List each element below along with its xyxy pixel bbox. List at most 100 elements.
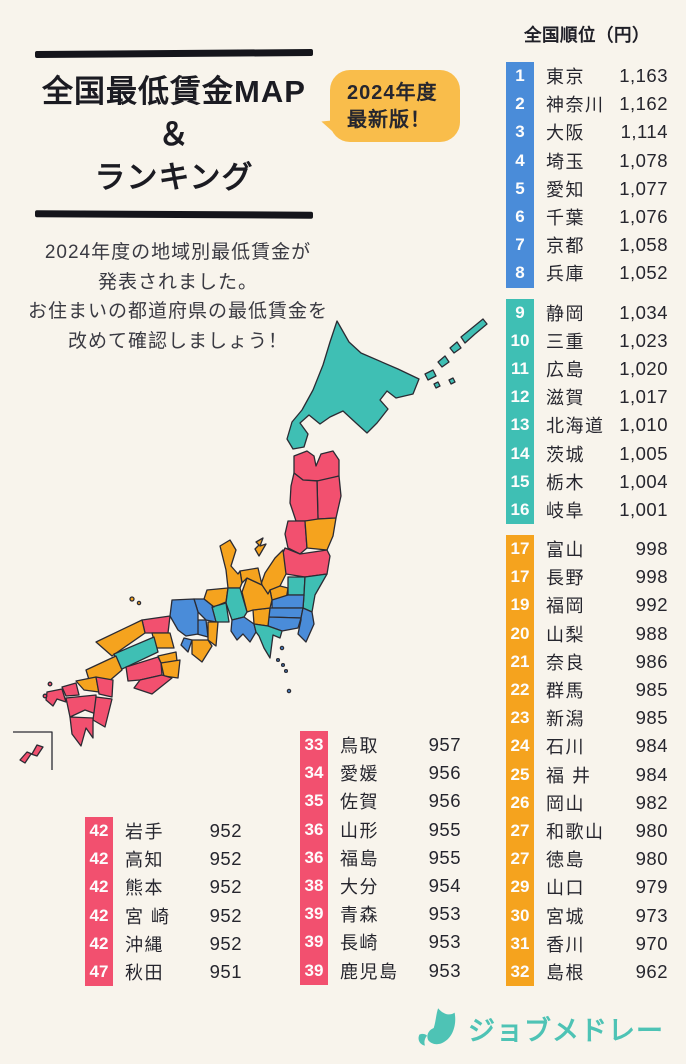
ranking-row: 23 新潟 985 [506,704,668,733]
rank-badge: 3 [506,118,534,147]
prefecture-name: 高知 [125,850,164,871]
prefecture-name: 長野 [546,568,585,589]
rank-badge: 12 [506,383,534,412]
rank-badge: 7 [506,231,534,260]
page-title: 全国最低賃金MAP ＆ ランキング [35,57,313,211]
ranking-row: 9 静岡 1,034 [506,298,668,327]
prefecture-name: 埼玉 [546,151,585,172]
pref-wakayama [191,639,213,663]
ranking-column-middle: 33 鳥取 957 34 愛媛 956 35 佐賀 956 36 山形 955 36 福島 955 38 大分 9… [300,731,461,996]
prefecture-name: 宮城 [546,906,585,927]
ranking-column-left: 42 岩手 952 42 高知 952 42 熊本 952 42 宮 崎 952 42 沖縄 952 47 秋田… [85,817,242,997]
wage-value: 1,005 [619,442,668,464]
prefecture-name: 三重 [546,331,585,352]
pref-ibaraki [302,573,328,613]
prefecture-name: 島根 [546,962,585,983]
rank-badge: 26 [506,788,534,817]
prefecture-name: 佐賀 [340,792,379,813]
ranking-row: 2 神奈川 1,162 [506,90,668,119]
pref-tochigi [287,576,306,596]
ranking-row: 4 埼玉 1,078 [506,146,668,175]
rank-badge: 19 [506,591,534,620]
rank-badge: 39 [300,956,328,985]
prefecture-name: 長崎 [340,933,379,954]
prefecture-name: 沖縄 [125,934,164,955]
pref-miyagi [304,517,337,551]
island-awaji [180,637,193,653]
rank-badge: 42 [85,873,113,902]
pref-kumamoto [65,694,97,718]
ranking-row: 27 徳島 980 [506,845,668,874]
wage-value: 1,162 [619,93,668,115]
wage-value: 952 [209,820,242,842]
wage-value: 1,010 [619,414,668,436]
ranking-row: 8 兵庫 1,052 [506,259,668,288]
jobmedley-logo: ジョブメドレー [415,1006,664,1050]
rank-badge: 38 [300,871,328,901]
prefecture-name: 山形 [340,820,379,841]
prefecture-name: 秋田 [125,963,164,984]
rank-badge: 35 [300,787,328,816]
island-kuril-1 [424,369,437,381]
ranking-column-right: 1 東京 1,163 2 神奈川 1,162 3 大阪 1,114 4 埼玉 1,078 5 愛知 1,07… [506,62,668,997]
wage-value: 1,077 [619,177,668,199]
title-bottom-rule [34,210,314,219]
rank-badge: 21 [506,647,534,676]
prefecture-name: 宮 崎 [125,906,171,927]
rank-badge: 42 [85,929,113,958]
prefecture-name: 石川 [546,737,585,758]
pref-ishikawa [219,539,243,589]
intro-line1: 2024年度の地域別最低賃金が [44,242,312,263]
ranking-group-pink-left: 42 岩手 952 42 高知 952 42 熊本 952 42 宮 崎 952 42 沖縄 952 47 秋田… [85,817,242,987]
intro-line4: 改めて確認しましょう！ [67,330,288,352]
pref-kyoto [193,598,217,623]
ranking-group-teal: 9 静岡 1,034 10 三重 1,023 11 広島 1,020 12 滋賀 1,017 13 北海道… [506,298,668,524]
ranking-row: 30 宮城 973 [506,901,668,930]
wage-value: 955 [428,846,461,868]
ranking-row: 33 鳥取 957 [300,731,461,760]
prefecture-name: 静岡 [546,303,585,324]
pref-hokkaido [286,320,420,450]
ranking-row: 13 北海道 1,010 [506,411,668,440]
prefecture-name: 山梨 [546,624,585,645]
prefecture-name: 滋賀 [546,388,585,409]
ranking-row: 20 山梨 988 [506,619,668,648]
island-izu-3 [280,662,286,668]
ranking-row: 6 千葉 1,076 [506,202,668,232]
ranking-row: 32 島根 962 [506,957,668,986]
wage-value: 1,078 [619,149,668,171]
wage-value: 1,004 [619,470,668,492]
prefecture-name: 鹿児島 [340,961,399,982]
ranking-row: 25 福 井 984 [506,760,668,789]
page-title-line3: ランキング [94,160,254,195]
wage-value: 962 [635,960,668,982]
island-kuril-3 [449,341,462,354]
ranking-row: 17 長野 998 [506,563,668,592]
wage-value: 1,034 [619,301,668,323]
ranking-row: 34 愛媛 956 [300,759,461,788]
ranking-row: 39 青森 953 [300,900,461,929]
wage-value: 1,001 [619,498,668,520]
wage-value: 1,020 [619,357,668,379]
prefecture-name: 鳥取 [340,736,379,757]
wage-value: 953 [428,931,461,953]
pref-tokyo [267,607,304,619]
wage-value: 1,023 [619,329,668,351]
rank-badge: 23 [506,704,534,733]
island-izu-1 [279,645,285,651]
rank-badge: 16 [506,495,534,524]
wage-value: 952 [209,904,242,926]
ranking-row: 42 熊本 952 [85,873,242,902]
wage-value: 970 [635,932,668,954]
prefecture-name: 岩手 [125,822,164,843]
wage-value: 985 [635,679,668,701]
prefecture-name: 愛媛 [340,764,379,785]
pref-akita [289,472,319,522]
rank-badge: 10 [506,326,534,355]
ranking-row: 19 福岡 992 [506,591,668,620]
prefecture-name: 広島 [546,359,585,380]
prefecture-name: 大阪 [546,123,585,144]
pref-oita [95,676,114,698]
pref-nara [207,621,219,647]
prefecture-name: 徳島 [546,850,585,871]
